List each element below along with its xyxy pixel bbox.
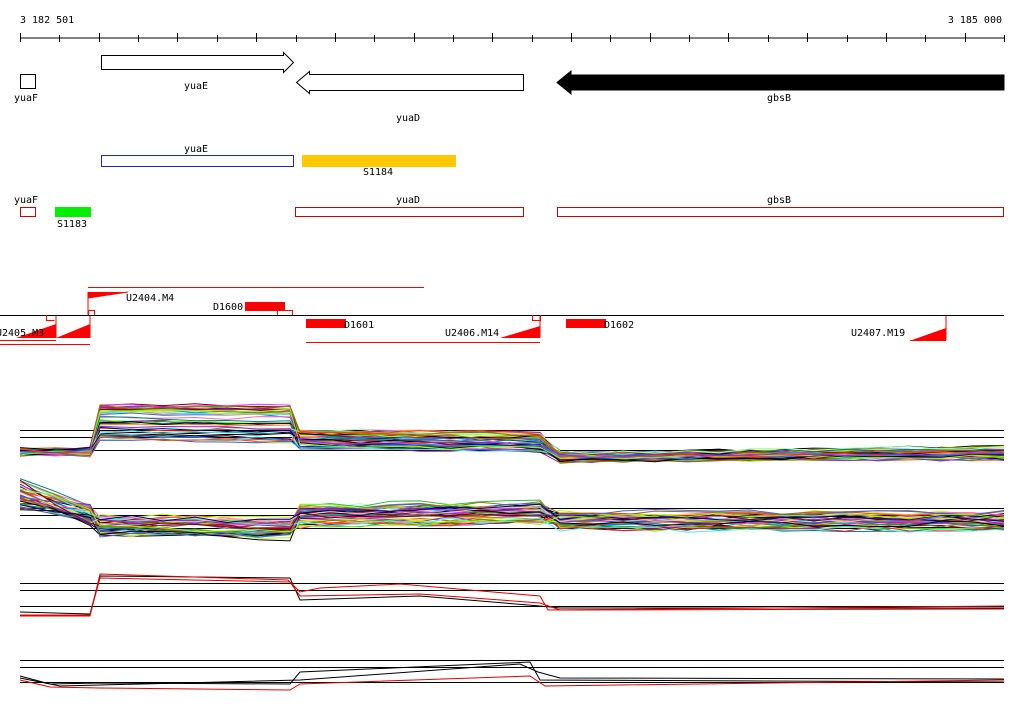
expression-trace [19, 496, 1005, 538]
downshift-d1602-box[interactable] [566, 319, 606, 328]
expression-trace [19, 488, 1005, 533]
upshift-u2405-triangle-a[interactable] [16, 324, 56, 338]
cds-yuaf-box[interactable] [20, 207, 36, 217]
track-a-label-s1184: S1184 [363, 167, 393, 178]
segment-connector [88, 310, 95, 315]
gene-annotation-track: yuaF yuaE yuaD gbsB [14, 51, 1005, 124]
downshift-d1600-box[interactable] [245, 302, 285, 311]
srna-s1183-box[interactable] [55, 207, 91, 217]
upshift-u2407-label: U2407.M19 [851, 328, 905, 339]
gene-label-yuaf: yuaF [14, 93, 38, 104]
upshift-u2406-label: U2406.M14 [445, 328, 499, 339]
upshift-u2405-triangle-b[interactable] [56, 324, 90, 338]
cds-yuae-box[interactable] [101, 155, 294, 167]
expression-trace [19, 432, 1005, 463]
gene-label-yuad: yuaD [396, 113, 420, 124]
expression-trace [19, 415, 1005, 461]
gene-yuad-arrow[interactable] [295, 70, 524, 95]
segment-connector [277, 310, 293, 315]
expression-trace [19, 421, 1005, 456]
upshift-u2404-label: U2404.M4 [126, 293, 174, 304]
expression-trace [19, 479, 1005, 531]
track-b-label-s1183: S1183 [57, 219, 87, 230]
expression-trace [19, 425, 1005, 458]
segmentation-track: U2404.M4 U2405.M3 U2406.M14 U2407.M19 D1… [0, 287, 1004, 345]
expression-trace [19, 408, 1005, 460]
ruler-end-label: 3 185 000 [948, 15, 1002, 26]
downshift-d1602-label: D1602 [604, 320, 634, 331]
track-a-label-yuae: yuaE [184, 144, 208, 155]
downshift-d1601-label: D1601 [344, 320, 374, 331]
ruler-start-label: 3 182 501 [20, 15, 74, 26]
expression-trace [19, 404, 1005, 464]
feature-track-a: yuaE S1184 [101, 144, 456, 178]
expression-trace-black [19, 663, 1005, 687]
gene-gbsb-arrow[interactable] [556, 69, 1005, 96]
ruler-ticks [20, 33, 1005, 42]
expression-trace [19, 490, 1005, 529]
expression-profile-panel-2 [19, 478, 1005, 542]
gene-label-gbsb: gbsB [767, 93, 791, 104]
feature-track-b: yuaF S1183 yuaD gbsB [14, 195, 1004, 230]
expression-trace-red [19, 675, 1005, 691]
expression-trace-red [20, 577, 1005, 616]
gene-label-yuae: yuaE [184, 81, 208, 92]
expression-trace-black [19, 661, 1005, 685]
expression-trace [19, 495, 1005, 525]
upshift-u2407-triangle[interactable] [912, 328, 946, 340]
expression-trace [19, 430, 1005, 459]
expression-profile-panel-3 [19, 573, 1005, 617]
upshift-u2406-triangle[interactable] [500, 326, 540, 338]
downshift-d1601-box[interactable] [306, 319, 346, 328]
expression-profile-panel-4 [19, 660, 1005, 691]
expression-profile-panel-1 [19, 403, 1005, 464]
gene-yuaf-box[interactable] [20, 74, 36, 89]
cds-gbsb-box[interactable] [557, 207, 1004, 217]
track-b-label-yuaf: yuaF [14, 195, 38, 206]
expression-trace-black [19, 575, 1004, 615]
expression-trace [19, 509, 1005, 542]
upshift-u2405-label: U2405.M3 [0, 328, 44, 339]
track-b-label-yuad: yuaD [396, 195, 420, 206]
cds-yuad-box[interactable] [295, 207, 524, 217]
track-b-label-gbsb: gbsB [767, 195, 791, 206]
expression-trace [19, 424, 1005, 455]
coordinate-ruler: 3 182 501 3 185 000 [20, 15, 1005, 42]
expression-trace [19, 485, 1005, 524]
downshift-d1600-label: D1600 [213, 302, 243, 313]
expression-trace [19, 503, 1005, 524]
srna-s1184-box[interactable] [302, 155, 456, 167]
segment-connector [46, 315, 55, 321]
gene-yuae-arrow[interactable] [101, 51, 295, 74]
